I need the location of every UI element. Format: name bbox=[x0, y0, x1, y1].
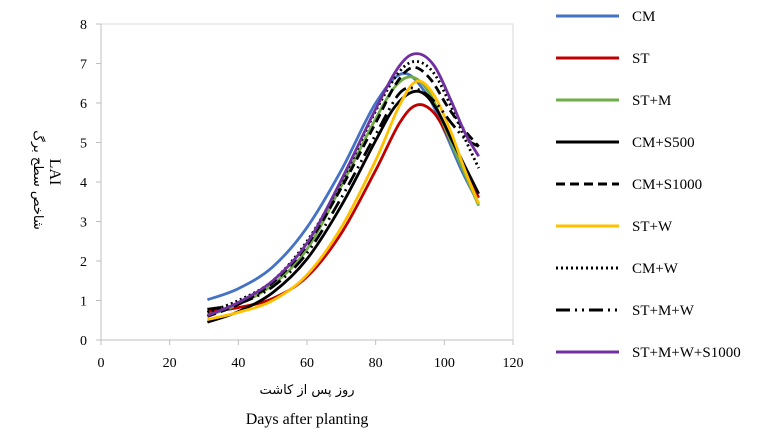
legend-label-st: ST bbox=[632, 51, 650, 67]
y-axis-title-persian: شاخص سطح برگ bbox=[30, 130, 47, 229]
legend-label-cm-s1000: CM+S1000 bbox=[632, 177, 702, 193]
legend: CM ST ST+M CM+S500 CM+S1000 ST+W CM+W ST+M+W ST+… bbox=[556, 9, 741, 361]
y-tick-label: 7 bbox=[80, 58, 87, 73]
x-axis-title-english: Days after planting bbox=[246, 411, 369, 428]
series-line-cm-s500 bbox=[206, 89, 480, 324]
x-tick-label: 20 bbox=[163, 356, 177, 371]
series-line-cm-s1000 bbox=[206, 65, 480, 318]
axes: 0 20 40 60 80 100 120 0 1 2 3 4 5 6 7 8 bbox=[80, 18, 524, 371]
x-tick-label: 100 bbox=[434, 356, 455, 371]
y-tick-label: 6 bbox=[80, 97, 87, 112]
legend-label-st-m-w: ST+M+W bbox=[632, 303, 695, 319]
y-tick-label: 0 bbox=[80, 334, 87, 349]
legend-label-cm-s500: CM+S500 bbox=[632, 135, 695, 151]
y-tick-label: 1 bbox=[80, 295, 87, 310]
y-tick-label: 5 bbox=[80, 137, 87, 152]
x-tick-label: 0 bbox=[98, 356, 105, 371]
y-tick-label: 4 bbox=[80, 176, 87, 191]
y-tick-label: 2 bbox=[80, 255, 87, 270]
series-line-st-w bbox=[207, 79, 480, 321]
series-line-st-m-w-s1000 bbox=[206, 52, 480, 317]
plot-border bbox=[100, 23, 514, 341]
legend-label-st-m-w-s1000: ST+M+W+S1000 bbox=[632, 345, 741, 361]
series-line-st-m-w bbox=[207, 86, 480, 311]
legend-label-st-m: ST+M bbox=[632, 93, 671, 109]
legend-label-cm-w: CM+W bbox=[632, 261, 679, 277]
legend-label-cm: CM bbox=[632, 9, 655, 25]
x-axis-title-persian: روز پس از کاشت bbox=[259, 383, 354, 398]
series-line-cm-w bbox=[206, 60, 480, 314]
legend-label-st-w: ST+W bbox=[632, 219, 673, 235]
y-tick-label: 8 bbox=[80, 18, 87, 33]
x-tick-label: 60 bbox=[300, 356, 314, 371]
y-tick-label: 3 bbox=[80, 216, 87, 231]
x-tick-label: 120 bbox=[503, 356, 524, 371]
x-tick-label: 40 bbox=[231, 356, 245, 371]
x-tick-label: 80 bbox=[369, 356, 383, 371]
series-line-st bbox=[207, 103, 480, 313]
y-axis-title-english: LAI bbox=[46, 159, 63, 186]
plot-area bbox=[100, 23, 514, 341]
series-layer bbox=[206, 52, 480, 324]
